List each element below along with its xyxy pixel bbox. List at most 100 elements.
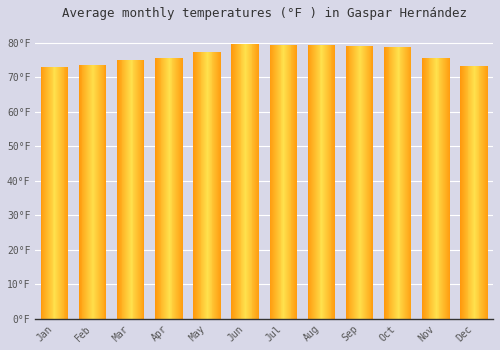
Bar [139, 61, 140, 319]
Bar [84, 65, 85, 318]
Bar [270, 45, 272, 318]
Bar [392, 47, 393, 318]
Bar [355, 46, 356, 319]
Bar [410, 47, 412, 318]
Bar [49, 67, 50, 318]
Bar [278, 45, 280, 318]
Bar [242, 43, 244, 318]
Bar [137, 61, 138, 319]
Bar [282, 45, 284, 318]
Bar [117, 61, 118, 319]
Bar [216, 52, 217, 318]
Bar [407, 47, 408, 318]
Title: Average monthly temperatures (°F ) in Gaspar Hernández: Average monthly temperatures (°F ) in Ga… [62, 7, 466, 20]
Bar [175, 58, 176, 318]
Bar [198, 52, 200, 318]
Bar [472, 66, 473, 318]
Bar [438, 58, 440, 318]
Bar [368, 46, 370, 319]
Bar [322, 45, 323, 318]
Bar [352, 46, 353, 319]
Bar [254, 43, 255, 318]
Bar [237, 43, 238, 318]
Bar [90, 65, 92, 318]
Bar [432, 58, 433, 318]
Bar [178, 58, 179, 318]
Bar [45, 67, 46, 318]
Bar [118, 61, 119, 319]
Bar [124, 61, 125, 319]
Bar [85, 65, 86, 318]
Bar [165, 58, 166, 318]
Bar [400, 47, 402, 318]
Bar [207, 52, 208, 318]
Bar [461, 66, 462, 318]
Bar [402, 47, 403, 318]
Bar [255, 43, 256, 318]
Bar [350, 46, 352, 319]
Bar [174, 58, 175, 318]
Bar [388, 47, 390, 318]
Bar [346, 46, 348, 319]
Bar [362, 46, 363, 319]
Bar [426, 58, 428, 318]
Bar [317, 45, 318, 318]
Bar [276, 45, 277, 318]
Bar [126, 61, 127, 319]
Bar [366, 46, 367, 319]
Bar [212, 52, 214, 318]
Bar [101, 65, 102, 318]
Bar [244, 43, 245, 318]
Bar [360, 46, 362, 319]
Bar [79, 65, 80, 318]
Bar [88, 65, 89, 318]
Bar [122, 61, 124, 319]
Bar [64, 67, 66, 318]
Bar [330, 45, 332, 318]
Bar [167, 58, 168, 318]
Bar [364, 46, 365, 319]
Bar [447, 58, 448, 318]
Bar [206, 52, 207, 318]
Bar [252, 43, 254, 318]
Bar [372, 46, 374, 319]
Bar [444, 58, 445, 318]
Bar [315, 45, 316, 318]
Bar [386, 47, 388, 318]
Bar [390, 47, 392, 318]
Bar [445, 58, 446, 318]
Bar [274, 45, 275, 318]
Bar [273, 45, 274, 318]
Bar [52, 67, 54, 318]
Bar [404, 47, 405, 318]
Bar [168, 58, 169, 318]
Bar [332, 45, 334, 318]
Bar [357, 46, 358, 319]
Bar [471, 66, 472, 318]
Bar [197, 52, 198, 318]
Bar [442, 58, 443, 318]
Bar [204, 52, 205, 318]
Bar [443, 58, 444, 318]
Bar [257, 43, 258, 318]
Bar [363, 46, 364, 319]
Bar [235, 43, 236, 318]
Bar [370, 46, 372, 319]
Bar [193, 52, 194, 318]
Bar [247, 43, 248, 318]
Bar [170, 58, 172, 318]
Bar [354, 46, 355, 319]
Bar [256, 43, 257, 318]
Bar [465, 66, 466, 318]
Bar [483, 66, 484, 318]
Bar [424, 58, 425, 318]
Bar [162, 58, 164, 318]
Bar [100, 65, 101, 318]
Bar [125, 61, 126, 319]
Bar [59, 67, 60, 318]
Bar [482, 66, 483, 318]
Bar [272, 45, 273, 318]
Bar [334, 45, 335, 318]
Bar [396, 47, 397, 318]
Bar [463, 66, 464, 318]
